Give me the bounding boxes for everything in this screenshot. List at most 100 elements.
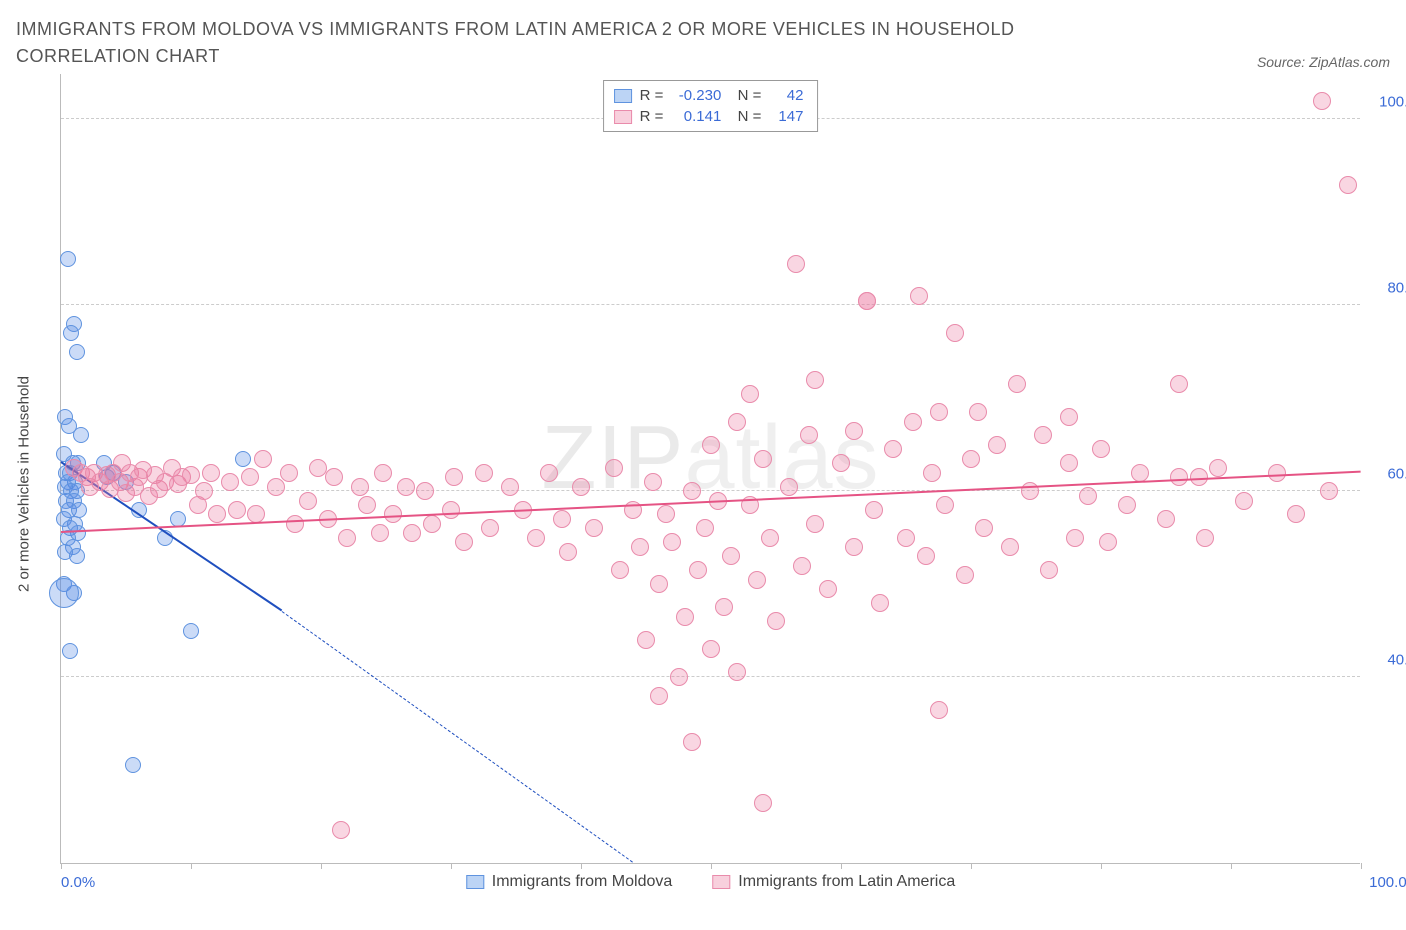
data-point-latin (871, 594, 889, 612)
data-point-latin (702, 640, 720, 658)
data-point-latin (1320, 482, 1338, 500)
data-point-latin (475, 464, 493, 482)
x-tick (711, 863, 712, 869)
data-point-latin (897, 529, 915, 547)
x-tick (1361, 863, 1362, 869)
data-point-latin (754, 794, 772, 812)
x-tick (1101, 863, 1102, 869)
data-point-latin (1099, 533, 1117, 551)
data-point-latin (1060, 454, 1078, 472)
data-point-latin (397, 478, 415, 496)
data-point-latin (1157, 510, 1175, 528)
stats-legend: R = -0.230 N = 42R = 0.141 N = 147 (603, 80, 819, 132)
data-point-moldova (69, 344, 85, 360)
data-point-latin (644, 473, 662, 491)
data-point-latin (267, 478, 285, 496)
data-point-latin (585, 519, 603, 537)
data-point-latin (748, 571, 766, 589)
data-point-latin (1170, 375, 1188, 393)
data-point-latin (858, 292, 876, 310)
data-point-latin (761, 529, 779, 547)
data-point-latin (1001, 538, 1019, 556)
data-point-latin (501, 478, 519, 496)
x-tick-label-right: 100.0% (1369, 874, 1406, 891)
legend-label: Immigrants from Moldova (492, 873, 673, 891)
data-point-latin (403, 524, 421, 542)
data-point-latin (845, 422, 863, 440)
x-tick (321, 863, 322, 869)
data-point-latin (780, 478, 798, 496)
data-point-latin (221, 473, 239, 491)
data-point-latin (930, 701, 948, 719)
y-tick-label: 60.0% (1370, 466, 1406, 483)
data-point-latin (793, 557, 811, 575)
stats-row-moldova: R = -0.230 N = 42 (614, 85, 804, 106)
data-point-moldova-large (49, 578, 79, 608)
gridline (61, 490, 1360, 491)
data-point-latin (728, 663, 746, 681)
swatch-moldova (614, 89, 632, 103)
data-point-latin (1196, 529, 1214, 547)
data-point-latin (865, 501, 883, 519)
data-point-latin (195, 482, 213, 500)
data-point-latin (1170, 468, 1188, 486)
data-point-latin (182, 466, 200, 484)
data-point-latin (332, 821, 350, 839)
y-tick-label: 40.0% (1370, 652, 1406, 669)
data-point-latin (572, 478, 590, 496)
data-point-latin (455, 533, 473, 551)
data-point-latin (1079, 487, 1097, 505)
data-point-latin (299, 492, 317, 510)
data-point-latin (917, 547, 935, 565)
data-point-latin (254, 450, 272, 468)
data-point-latin (1235, 492, 1253, 510)
data-point-moldova (73, 427, 89, 443)
data-point-latin (228, 501, 246, 519)
data-point-latin (806, 515, 824, 533)
data-point-moldova (235, 451, 251, 467)
data-point-latin (1060, 408, 1078, 426)
data-point-latin (946, 324, 964, 342)
swatch-latin (712, 875, 730, 889)
swatch-moldova (466, 875, 484, 889)
data-point-latin (819, 580, 837, 598)
data-point-latin (416, 482, 434, 500)
data-point-latin (527, 529, 545, 547)
data-point-latin (202, 464, 220, 482)
x-tick (451, 863, 452, 869)
data-point-latin (936, 496, 954, 514)
data-point-latin (1339, 176, 1357, 194)
data-point-latin (338, 529, 356, 547)
data-point-latin (1287, 505, 1305, 523)
data-point-latin (845, 538, 863, 556)
data-point-latin (975, 519, 993, 537)
y-tick-label: 100.0% (1370, 94, 1406, 111)
data-point-latin (442, 501, 460, 519)
data-point-latin (696, 519, 714, 537)
data-point-latin (754, 450, 772, 468)
x-tick (1231, 863, 1232, 869)
data-point-latin (605, 459, 623, 477)
data-point-latin (540, 464, 558, 482)
data-point-latin (715, 598, 733, 616)
data-point-latin (923, 464, 941, 482)
data-point-latin (1008, 375, 1026, 393)
data-point-latin (962, 450, 980, 468)
data-point-latin (956, 566, 974, 584)
data-point-latin (241, 468, 259, 486)
stats-row-latin: R = 0.141 N = 147 (614, 106, 804, 127)
data-point-latin (670, 668, 688, 686)
data-point-latin (374, 464, 392, 482)
source-label: Source: ZipAtlas.com (1257, 54, 1390, 70)
data-point-latin (358, 496, 376, 514)
data-point-latin (969, 403, 987, 421)
data-point-latin (1034, 426, 1052, 444)
gridline (61, 304, 1360, 305)
data-point-latin (445, 468, 463, 486)
data-point-latin (351, 478, 369, 496)
data-point-latin (741, 385, 759, 403)
data-point-latin (1066, 529, 1084, 547)
data-point-latin (559, 543, 577, 561)
gridline (61, 676, 1360, 677)
data-point-latin (800, 426, 818, 444)
